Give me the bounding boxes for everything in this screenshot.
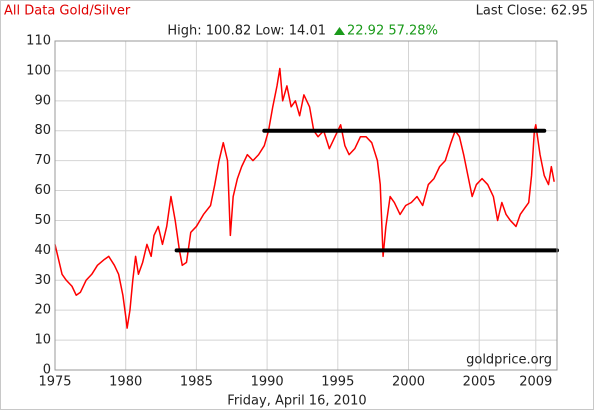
- y-tick-label: 0: [43, 363, 51, 378]
- stats: High: 100.82 Low: 14.01: [167, 24, 326, 39]
- up-arrow: [334, 27, 345, 35]
- y-tick-label: 40: [34, 243, 51, 258]
- x-tick-label: 1985: [180, 375, 213, 390]
- watermark: goldprice.org: [466, 353, 552, 368]
- last-close: Last Close: 62.95: [476, 4, 588, 19]
- change: 22.92 57.28%: [347, 24, 438, 39]
- plot-area: [54, 40, 558, 371]
- y-tick-label: 30: [34, 273, 51, 288]
- y-tick-label: 80: [34, 123, 51, 138]
- x-tick-label: 1975: [38, 375, 71, 390]
- y-tick-label: 50: [34, 213, 51, 228]
- plot-border: [54, 40, 558, 371]
- y-tick-label: 100: [26, 63, 51, 78]
- date: Friday, April 16, 2010: [227, 394, 366, 409]
- y-tick-label: 70: [34, 153, 51, 168]
- chart-title: All Data Gold/Silver: [4, 4, 131, 19]
- x-tick-label: 1990: [251, 375, 284, 390]
- x-tick-label: 1995: [321, 375, 354, 390]
- y-tick-label: 20: [34, 303, 51, 318]
- y-tick-label: 60: [34, 183, 51, 198]
- x-tick-label: 2009: [519, 375, 552, 390]
- y-tick-label: 90: [34, 93, 51, 108]
- x-tick-label: 2005: [463, 375, 496, 390]
- x-tick-label: 2000: [392, 375, 425, 390]
- x-tick-label: 1980: [109, 375, 142, 390]
- data-line: [54, 67, 555, 329]
- y-tick-label: 10: [34, 333, 51, 348]
- y-tick-label: 110: [26, 34, 51, 49]
